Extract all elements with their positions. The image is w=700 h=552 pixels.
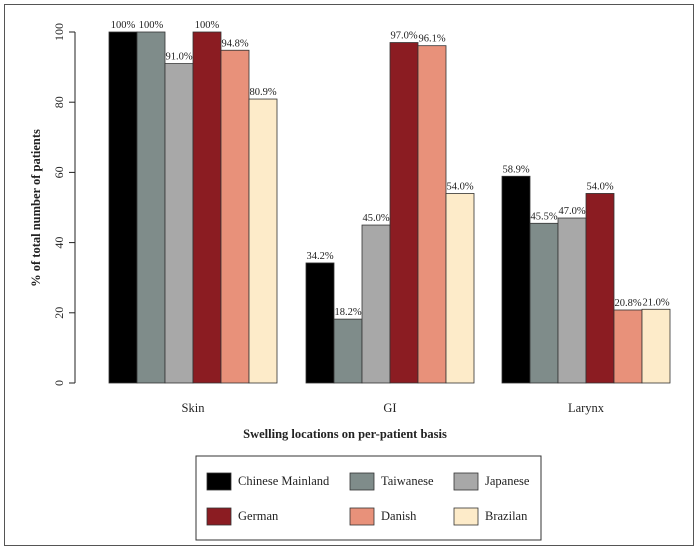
bar-value-label: 47.0% bbox=[558, 206, 585, 217]
bar bbox=[192, 31, 222, 384]
y-tick-label: 100 bbox=[52, 23, 66, 41]
y-axis: 0 20 40 60 80 100 bbox=[52, 23, 76, 386]
bar-value-label: 34.2% bbox=[306, 251, 333, 262]
legend-label: Danish bbox=[381, 509, 417, 523]
bar-value-label: 91.0% bbox=[165, 52, 192, 63]
value-labels: 100% 34.2% 58.9% 100% 18.2% 45.5% 91.0% 45.0% 47… bbox=[111, 20, 670, 318]
x-category-label: Skin bbox=[182, 401, 206, 415]
x-axis-title: Swelling locations on per-patient basis bbox=[243, 427, 447, 441]
bar bbox=[361, 224, 391, 384]
x-category-label: GI bbox=[383, 401, 396, 415]
y-tick-label: 40 bbox=[52, 237, 66, 249]
legend-label: Japanese bbox=[485, 474, 530, 488]
y-tick-label: 0 bbox=[52, 380, 66, 386]
legend: Chinese Mainland Taiwanese Japanese German D… bbox=[195, 455, 542, 541]
bar bbox=[220, 49, 250, 384]
bar-value-label: 18.2% bbox=[334, 307, 361, 318]
bar bbox=[501, 175, 531, 384]
legend-swatch bbox=[453, 507, 479, 526]
legend-label: German bbox=[238, 509, 279, 523]
bar-value-label: 97.0% bbox=[390, 31, 417, 42]
bar-value-label: 96.1% bbox=[418, 34, 445, 45]
legend-box bbox=[195, 455, 542, 541]
legend-swatch bbox=[349, 472, 375, 491]
bar-value-label: 54.0% bbox=[446, 181, 473, 192]
bar-value-label: 21.0% bbox=[642, 297, 669, 308]
legend-swatch bbox=[349, 507, 375, 526]
bar-value-label: 100% bbox=[139, 20, 164, 31]
legend-swatch bbox=[453, 472, 479, 491]
bar-value-label: 58.9% bbox=[502, 164, 529, 175]
bar bbox=[613, 309, 643, 384]
bar-value-label: 45.0% bbox=[362, 213, 389, 224]
legend-swatch bbox=[206, 507, 232, 526]
bar-value-label: 80.9% bbox=[249, 87, 276, 98]
bar-value-label: 20.8% bbox=[614, 298, 641, 309]
bars bbox=[108, 31, 671, 384]
y-tick-label: 80 bbox=[52, 96, 66, 108]
bar-value-label: 100% bbox=[195, 20, 220, 31]
bar bbox=[248, 98, 278, 384]
bar bbox=[305, 262, 335, 384]
y-axis-title: % of total number of patients bbox=[29, 129, 43, 287]
bar-value-label: 45.5% bbox=[530, 211, 557, 222]
legend-label: Chinese Mainland bbox=[238, 474, 330, 488]
x-category-label: Larynx bbox=[568, 401, 605, 415]
bar bbox=[445, 193, 475, 384]
bar bbox=[557, 217, 587, 384]
bar bbox=[641, 308, 671, 384]
bar bbox=[585, 193, 615, 384]
x-category-labels: Skin GI Larynx bbox=[182, 401, 605, 415]
bar-value-label: 54.0% bbox=[586, 181, 613, 192]
bar-value-label: 94.8% bbox=[221, 38, 248, 49]
y-tick-label: 20 bbox=[52, 307, 66, 319]
bar bbox=[136, 31, 166, 384]
y-tick-label: 60 bbox=[52, 166, 66, 178]
bar bbox=[108, 31, 138, 384]
bar bbox=[389, 42, 419, 384]
bar bbox=[333, 318, 363, 384]
bar bbox=[529, 222, 559, 384]
legend-label: Taiwanese bbox=[381, 474, 434, 488]
bar bbox=[164, 63, 194, 384]
bar-value-label: 100% bbox=[111, 20, 136, 31]
legend-swatch bbox=[206, 472, 232, 491]
legend-label: Brazilan bbox=[485, 509, 528, 523]
bar bbox=[417, 45, 447, 384]
